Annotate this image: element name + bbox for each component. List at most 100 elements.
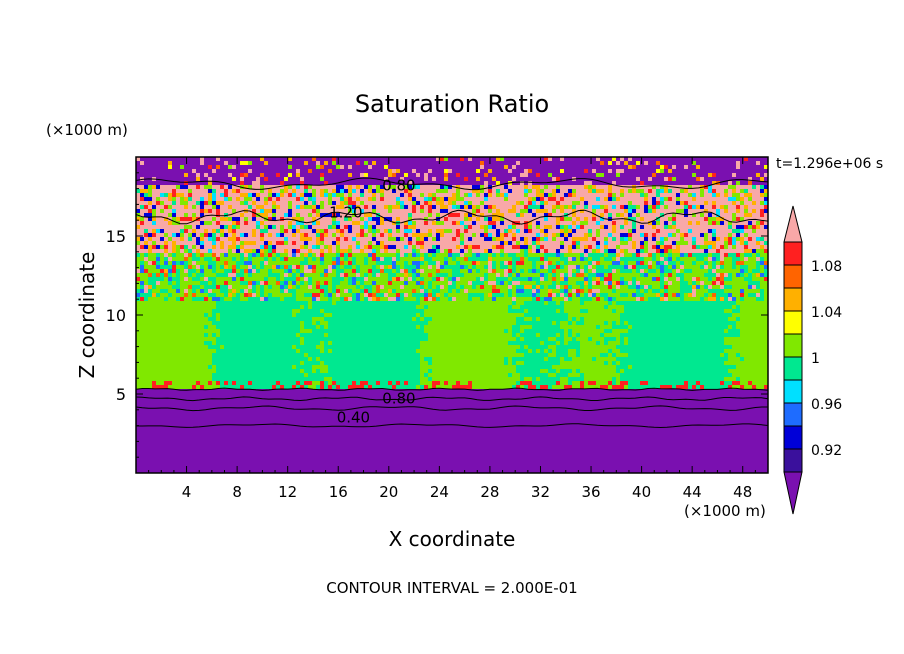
field-cell [436, 245, 440, 249]
field-cell [200, 277, 204, 281]
field-cell [360, 225, 364, 229]
field-cell [664, 213, 668, 217]
field-cell [468, 245, 472, 249]
field-cell [376, 197, 380, 201]
field-cell [556, 229, 560, 233]
field-cell [196, 169, 200, 173]
field-cell [208, 281, 212, 285]
field-cell [360, 173, 364, 177]
field-cell [520, 197, 524, 201]
field-cell [152, 213, 156, 217]
field-cell [288, 201, 292, 205]
field-cell [628, 209, 632, 213]
field-cell [484, 193, 488, 197]
field-cell [204, 261, 208, 265]
field-cell [376, 273, 380, 277]
field-cell [140, 253, 144, 257]
field-cell [588, 201, 592, 205]
field-cell [320, 277, 324, 281]
field-cell [748, 253, 752, 257]
field-cell [476, 257, 480, 261]
field-cell [312, 169, 316, 173]
field-cell [336, 253, 340, 257]
field-cell [460, 261, 464, 265]
field-cell [696, 193, 700, 197]
field-cell [324, 273, 328, 277]
field-cell [444, 241, 448, 245]
field-cell [372, 265, 376, 269]
field-cell [608, 185, 612, 189]
field-cell [368, 249, 372, 253]
field-cell [584, 169, 588, 173]
field-cell [748, 157, 752, 161]
field-cell [240, 261, 244, 265]
field-cell [556, 165, 560, 169]
field-cell [608, 229, 612, 233]
field-cell [528, 269, 532, 273]
field-cell [436, 213, 440, 217]
field-cell [208, 177, 212, 181]
field-cell [256, 253, 260, 257]
field-cell [636, 257, 640, 261]
field-cell [532, 189, 536, 193]
field-cell [164, 261, 168, 265]
field-cell [764, 173, 768, 177]
field-cell [396, 201, 400, 205]
field-cell [176, 261, 180, 265]
field-cell [284, 245, 288, 249]
field-cell [428, 273, 432, 277]
field-cell [316, 245, 320, 249]
field-cell [568, 213, 572, 217]
field-cell [436, 181, 440, 185]
field-cell [508, 165, 512, 169]
field-cell [372, 257, 376, 261]
field-cell [716, 157, 720, 161]
field-cell [380, 233, 384, 237]
field-cell [164, 197, 168, 201]
field-cell [472, 217, 476, 221]
field-cell [136, 229, 140, 233]
field-cell [632, 157, 636, 161]
field-cell [508, 185, 512, 189]
field-cell [672, 189, 676, 193]
field-cell [488, 193, 492, 197]
field-cell [184, 277, 188, 281]
field-cell [208, 185, 212, 189]
field-cell [288, 257, 292, 261]
field-cell [420, 197, 424, 201]
field-cell [436, 221, 440, 225]
field-cell [428, 269, 432, 273]
field-cell [376, 165, 380, 169]
field-cell [564, 205, 568, 209]
field-cell [520, 273, 524, 277]
field-cell [308, 245, 312, 249]
field-cell [664, 173, 668, 177]
field-cell [148, 273, 152, 277]
field-cell [320, 265, 324, 269]
field-cell [552, 269, 556, 273]
field-cell [760, 241, 764, 245]
field-cell [732, 205, 736, 209]
field-cell [596, 241, 600, 245]
field-cell [292, 169, 296, 173]
field-cell [704, 241, 708, 245]
field-cell [632, 277, 636, 281]
field-cell [436, 193, 440, 197]
field-cell [436, 229, 440, 233]
field-cell [168, 181, 172, 185]
field-cell [216, 261, 220, 265]
field-cell [304, 281, 308, 285]
field-cell [212, 169, 216, 173]
field-cell [644, 205, 648, 209]
field-cell [296, 261, 300, 265]
field-cell [260, 185, 264, 189]
field-cell [320, 245, 324, 249]
field-cell [652, 205, 656, 209]
field-cell [236, 237, 240, 241]
field-cell [296, 213, 300, 217]
field-cell [704, 257, 708, 261]
field-cell [372, 249, 376, 253]
field-cell [256, 165, 260, 169]
field-cell [356, 161, 360, 165]
field-cell [156, 225, 160, 229]
